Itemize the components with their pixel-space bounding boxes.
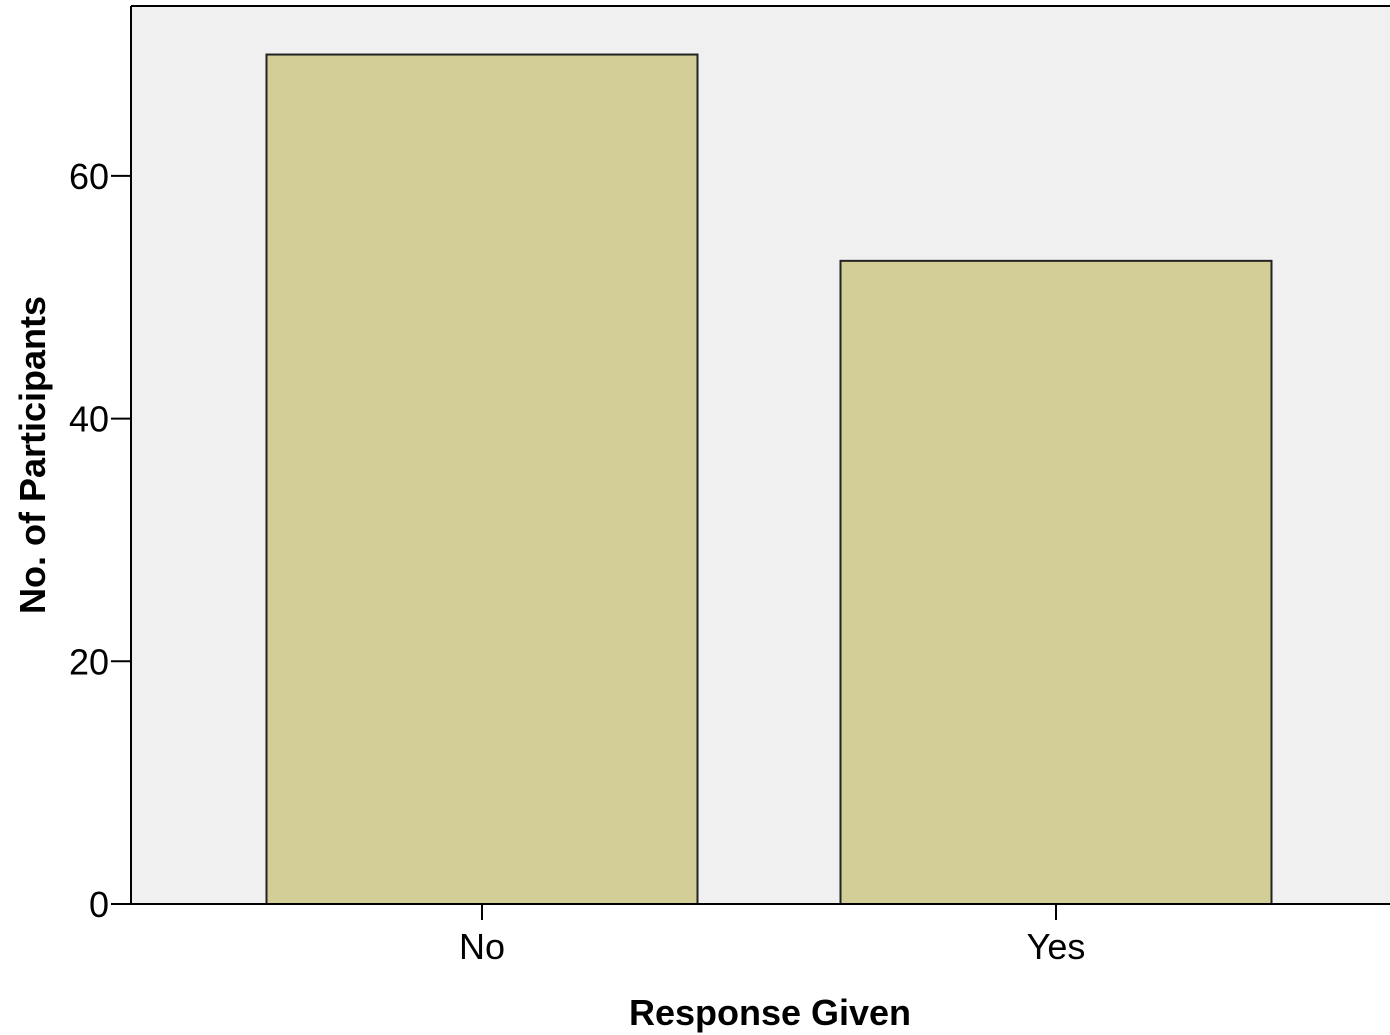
bar-yes bbox=[839, 259, 1273, 905]
y-tick-label-0: 0 bbox=[89, 884, 109, 925]
x-tick-label-no: No bbox=[459, 926, 505, 967]
bars-group bbox=[265, 53, 1273, 906]
x-axis-title: Response Given bbox=[629, 992, 911, 1033]
y-tick-label-40: 40 bbox=[69, 399, 109, 440]
y-tick-label-20: 20 bbox=[69, 641, 109, 682]
y-tick-label-60: 60 bbox=[69, 156, 109, 197]
bar-no bbox=[265, 53, 699, 906]
x-tick-label-yes: Yes bbox=[1027, 926, 1086, 967]
y-axis-title: No. of Participants bbox=[12, 296, 53, 614]
axes-group bbox=[130, 5, 1390, 905]
ticks-group: No Yes 0 20 40 60 bbox=[69, 156, 1085, 967]
